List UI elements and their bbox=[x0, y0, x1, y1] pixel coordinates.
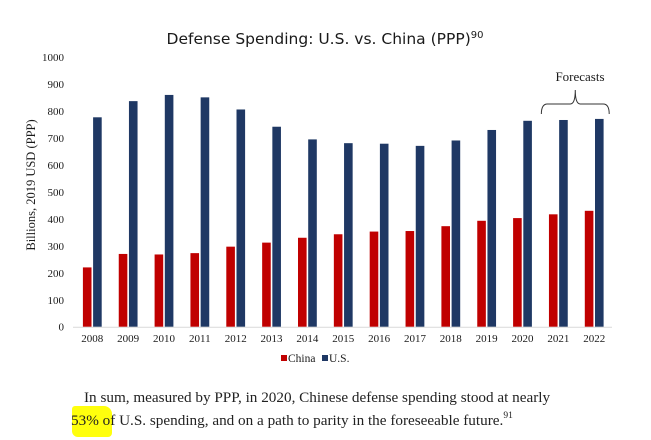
caption-line-1: In sum, measured by PPP, in 2020, Chines… bbox=[84, 389, 551, 406]
bar-china-2019 bbox=[477, 220, 486, 327]
bar-us-2016 bbox=[379, 143, 389, 327]
y-axis-title: Billions, 2019 USD (PPP) bbox=[24, 119, 38, 250]
x-tick-label: 2020 bbox=[512, 333, 535, 345]
y-tick-label: 300 bbox=[48, 241, 65, 253]
forecast-annotation: Forecasts bbox=[540, 69, 610, 115]
y-tick-label: 800 bbox=[48, 106, 65, 118]
y-tick-label: 1000 bbox=[42, 52, 65, 64]
bar-us-2015 bbox=[344, 143, 353, 327]
x-tick-label: 2019 bbox=[476, 333, 499, 345]
forecast-bracket bbox=[540, 89, 610, 115]
x-tick-label: 2011 bbox=[189, 333, 211, 345]
x-tick-label: 2017 bbox=[404, 333, 427, 345]
bar-us-2011 bbox=[200, 97, 210, 327]
x-tick-label: 2018 bbox=[440, 333, 463, 345]
bar-us-2013 bbox=[272, 126, 281, 327]
bar-us-2012 bbox=[236, 109, 246, 327]
x-tick-label: 2013 bbox=[261, 333, 284, 345]
bars bbox=[82, 94, 604, 327]
x-tick-label: 2010 bbox=[153, 333, 176, 345]
x-tick-label: 2015 bbox=[332, 333, 355, 345]
legend-swatch-china bbox=[281, 355, 287, 361]
bar-china-2008 bbox=[82, 267, 92, 327]
bar-china-2014 bbox=[298, 237, 307, 327]
bar-us-2020 bbox=[523, 120, 532, 327]
x-tick-label: 2016 bbox=[368, 333, 391, 345]
bar-china-2012 bbox=[226, 246, 235, 327]
legend: China U.S. bbox=[281, 353, 350, 365]
bar-us-2009 bbox=[128, 101, 138, 327]
bar-us-2017 bbox=[415, 145, 425, 327]
x-tick-label: 2008 bbox=[81, 333, 104, 345]
caption-footnote: 91 bbox=[503, 411, 513, 421]
x-tick-label: 2021 bbox=[547, 333, 569, 345]
caption-highlighted-value: 53% bbox=[71, 412, 99, 429]
bar-china-2009 bbox=[118, 253, 128, 327]
forecast-label: Forecasts bbox=[555, 69, 604, 84]
y-tick-label: 0 bbox=[59, 322, 65, 334]
y-tick-label: 200 bbox=[48, 268, 65, 280]
bar-us-2008 bbox=[93, 117, 102, 327]
x-tick-label: 2022 bbox=[583, 333, 605, 345]
bar-china-2013 bbox=[262, 242, 271, 327]
bar-china-2011 bbox=[190, 253, 200, 327]
bar-china-2022 bbox=[584, 210, 594, 327]
legend-swatch-us bbox=[322, 355, 328, 361]
bar-china-2020 bbox=[513, 218, 522, 327]
x-tick-label: 2009 bbox=[117, 333, 140, 345]
x-axis-ticks: 2008 2009 2010 2011 2012 2013 2014 2015 2016 2017… bbox=[81, 333, 605, 345]
y-tick-label: 700 bbox=[48, 133, 65, 145]
x-tick-label: 2014 bbox=[296, 333, 319, 345]
y-tick-label: 600 bbox=[48, 160, 65, 172]
y-tick-label: 400 bbox=[48, 214, 65, 226]
bar-china-2016 bbox=[369, 231, 379, 327]
bar-us-2018 bbox=[451, 140, 461, 327]
legend-label-us: U.S. bbox=[329, 353, 350, 365]
chart-title-footnote: 90 bbox=[471, 30, 484, 41]
text-highlight bbox=[72, 406, 112, 437]
bar-us-2010 bbox=[164, 94, 174, 327]
chart-title: Defense Spending: U.S. vs. China (PPP)90 bbox=[167, 30, 484, 48]
caption-line-2: of U.S. spending, and on a path to parit… bbox=[98, 412, 504, 429]
bar-us-2014 bbox=[308, 139, 317, 327]
chart: Defense Spending: U.S. vs. China (PPP)90… bbox=[24, 30, 612, 365]
x-tick-label: 2012 bbox=[225, 333, 247, 345]
y-tick-label: 500 bbox=[48, 187, 65, 199]
bar-china-2010 bbox=[154, 254, 164, 327]
y-tick-label: 900 bbox=[48, 79, 65, 91]
bar-us-2019 bbox=[487, 129, 497, 327]
caption-paragraph: In sum, measured by PPP, in 2020, Chines… bbox=[71, 386, 644, 432]
chart-title-text: Defense Spending: U.S. vs. China (PPP) bbox=[167, 30, 471, 48]
bar-us-2022 bbox=[595, 118, 604, 327]
y-tick-label: 100 bbox=[48, 295, 65, 307]
bar-china-2015 bbox=[333, 234, 343, 327]
bar-china-2017 bbox=[405, 231, 415, 327]
bar-us-2021 bbox=[559, 119, 568, 327]
bar-china-2018 bbox=[441, 226, 450, 327]
bar-china-2021 bbox=[548, 214, 558, 327]
y-axis-ticks: 0 100 200 300 400 500 600 700 800 900 1000 bbox=[42, 52, 65, 334]
legend-label-china: China bbox=[288, 353, 315, 365]
